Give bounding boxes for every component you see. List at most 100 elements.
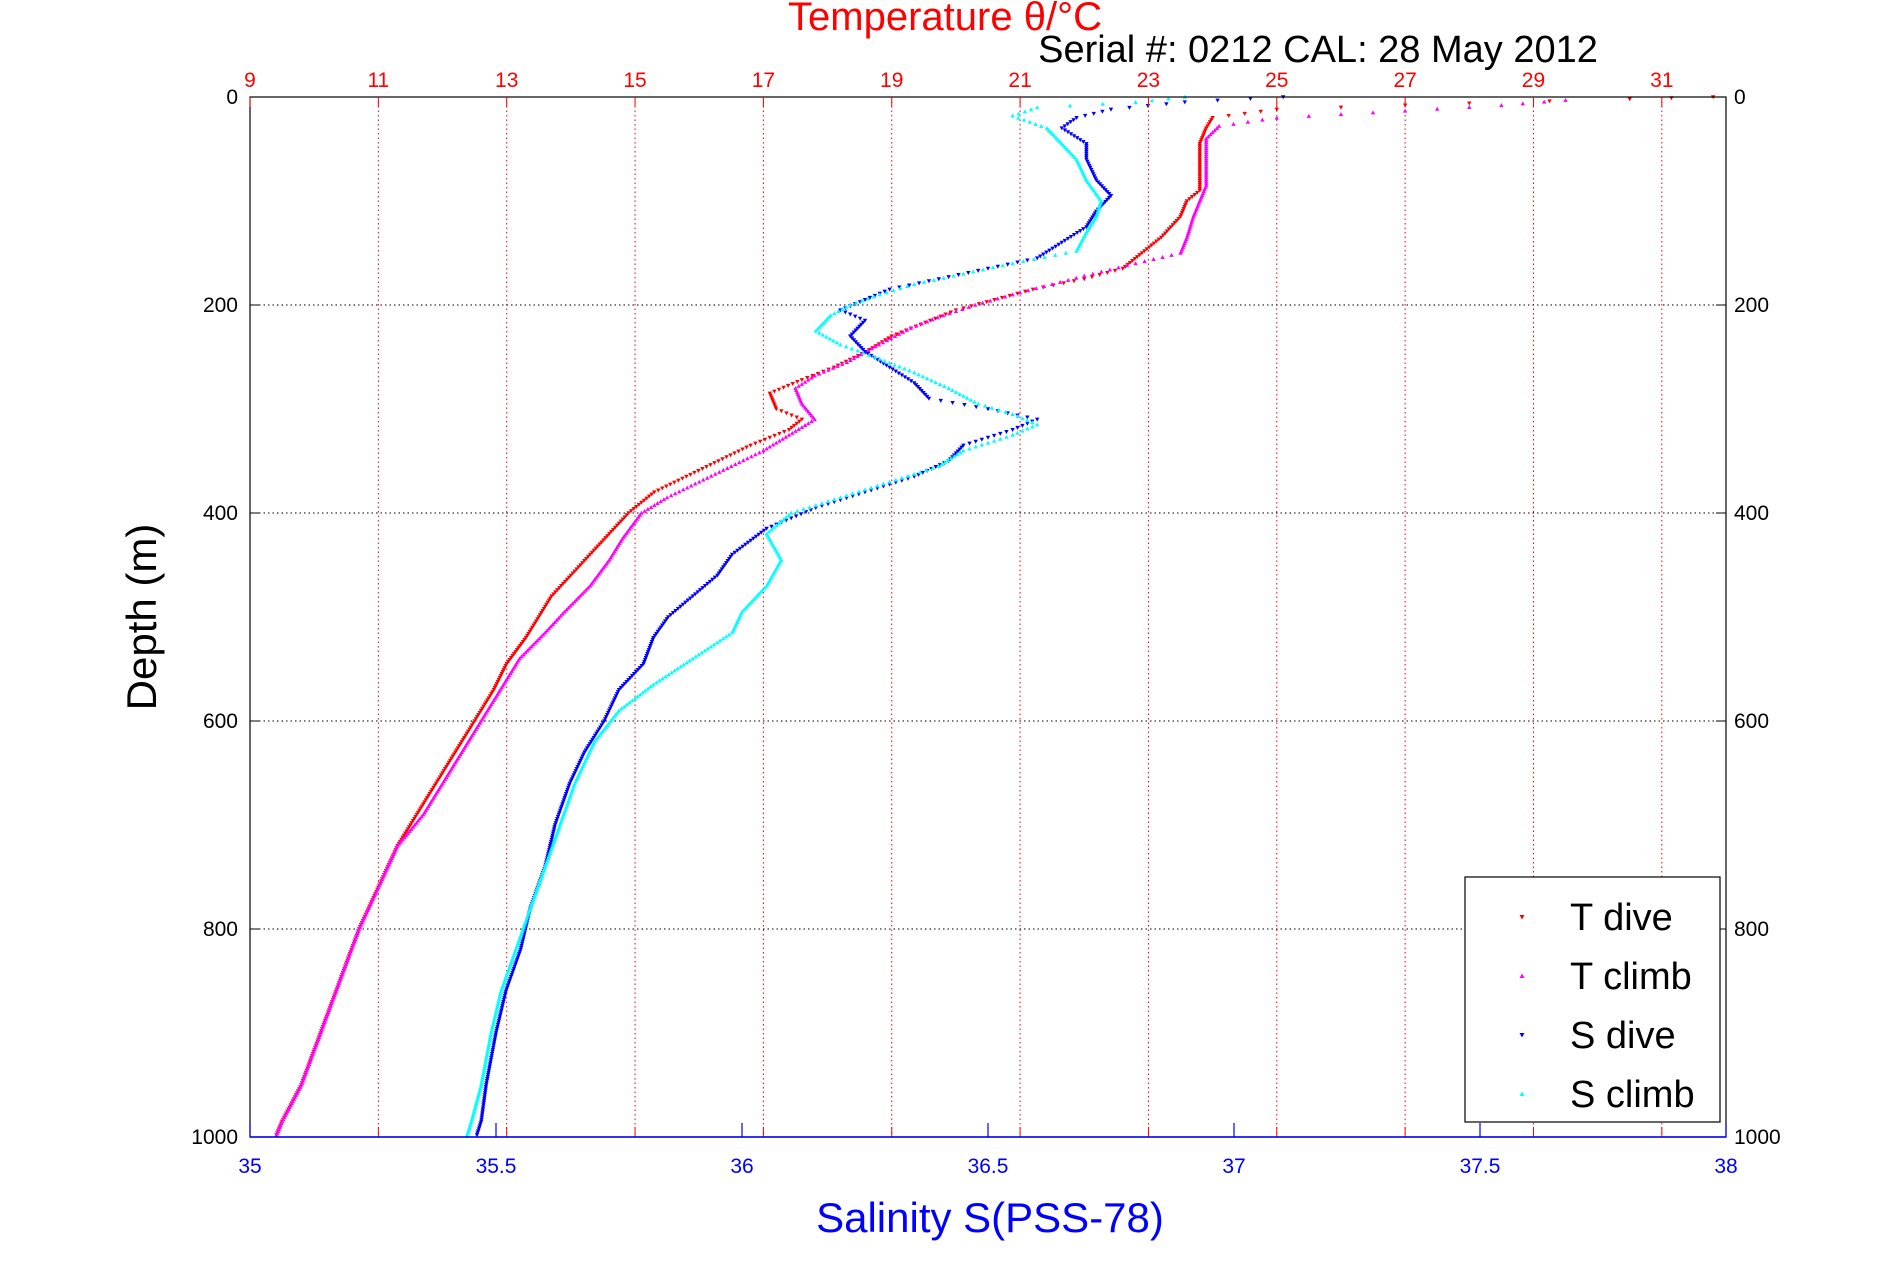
data-point (520, 939, 525, 944)
data-point (684, 474, 689, 479)
data-point (494, 1027, 500, 1032)
data-point (414, 812, 420, 817)
data-point (753, 452, 758, 457)
data-point (1020, 416, 1025, 421)
data-point (516, 952, 522, 957)
data-point (485, 698, 490, 703)
data-point (412, 816, 417, 821)
data-point (589, 550, 595, 555)
data-point (660, 676, 665, 681)
data-point (697, 479, 702, 484)
data-point (809, 419, 814, 424)
legend-marker (1519, 1091, 1525, 1096)
data-point (812, 373, 817, 378)
data-point (784, 518, 789, 523)
data-point (535, 617, 540, 622)
data-point (436, 777, 441, 782)
data-point (497, 993, 503, 998)
data-point (1068, 132, 1074, 137)
data-point (681, 662, 686, 667)
data-point (1120, 266, 1125, 271)
data-point (907, 368, 912, 373)
data-point (433, 781, 439, 786)
data-point (1162, 231, 1168, 236)
data-point (853, 300, 859, 305)
data-point (998, 431, 1003, 436)
data-point (558, 613, 563, 618)
data-point (1145, 104, 1151, 109)
data-point (490, 690, 495, 695)
data-point (1176, 216, 1181, 221)
data-point (1081, 140, 1086, 145)
data-point (606, 720, 612, 725)
data-point (521, 652, 526, 657)
data-point (871, 294, 877, 299)
data-point (421, 802, 426, 807)
data-point (996, 407, 1002, 412)
data-point (448, 758, 453, 763)
data-point (483, 1057, 489, 1062)
data-point (815, 326, 820, 331)
data-point (549, 835, 555, 840)
data-point (875, 483, 880, 488)
data-point (470, 1113, 476, 1118)
data-point (990, 265, 996, 270)
data-point (543, 604, 548, 609)
data-point (716, 459, 721, 464)
top-tick-label: 23 (1137, 69, 1160, 92)
data-point (1178, 214, 1183, 219)
data-point (586, 744, 591, 749)
data-point (497, 1014, 503, 1019)
data-point (1499, 103, 1504, 108)
data-point (908, 379, 914, 384)
data-point (509, 972, 514, 977)
data-point (491, 1041, 497, 1046)
data-point (678, 664, 683, 669)
data-point (1093, 176, 1098, 181)
data-point (505, 983, 511, 988)
data-point (656, 488, 661, 493)
data-point (498, 989, 504, 994)
data-point (725, 559, 730, 564)
data-point (855, 348, 860, 353)
data-point (777, 438, 782, 443)
data-point (936, 277, 941, 282)
data-point (585, 585, 591, 590)
data-point (641, 498, 647, 503)
data-point (514, 958, 520, 963)
data-point (553, 821, 558, 826)
top-tick-label: 27 (1393, 69, 1416, 92)
data-point (972, 302, 978, 307)
data-point (789, 510, 794, 515)
data-point (1025, 258, 1030, 263)
data-point (1066, 277, 1071, 282)
data-point (614, 692, 620, 697)
data-point (1035, 417, 1040, 422)
data-point (488, 1058, 494, 1063)
data-point (812, 417, 817, 422)
data-point (1116, 265, 1121, 270)
data-point (1015, 430, 1020, 435)
data-point (1048, 129, 1053, 134)
data-point (584, 556, 589, 561)
data-point (715, 573, 720, 578)
data-point (753, 534, 759, 539)
data-point (721, 467, 726, 472)
data-point (1061, 143, 1066, 148)
data-point (530, 625, 535, 630)
data-point (975, 401, 981, 406)
data-point (753, 441, 758, 446)
data-point (820, 321, 826, 325)
data-point (562, 796, 567, 801)
data-point (567, 781, 572, 786)
data-point (476, 1090, 482, 1095)
data-point (1090, 170, 1095, 175)
data-point (616, 708, 622, 713)
data-point (1016, 115, 1021, 120)
data-point (866, 352, 872, 357)
data-point (840, 306, 845, 311)
data-point (1088, 165, 1093, 170)
data-point (1021, 117, 1027, 122)
data-point (1133, 261, 1138, 266)
data-point (672, 480, 677, 485)
